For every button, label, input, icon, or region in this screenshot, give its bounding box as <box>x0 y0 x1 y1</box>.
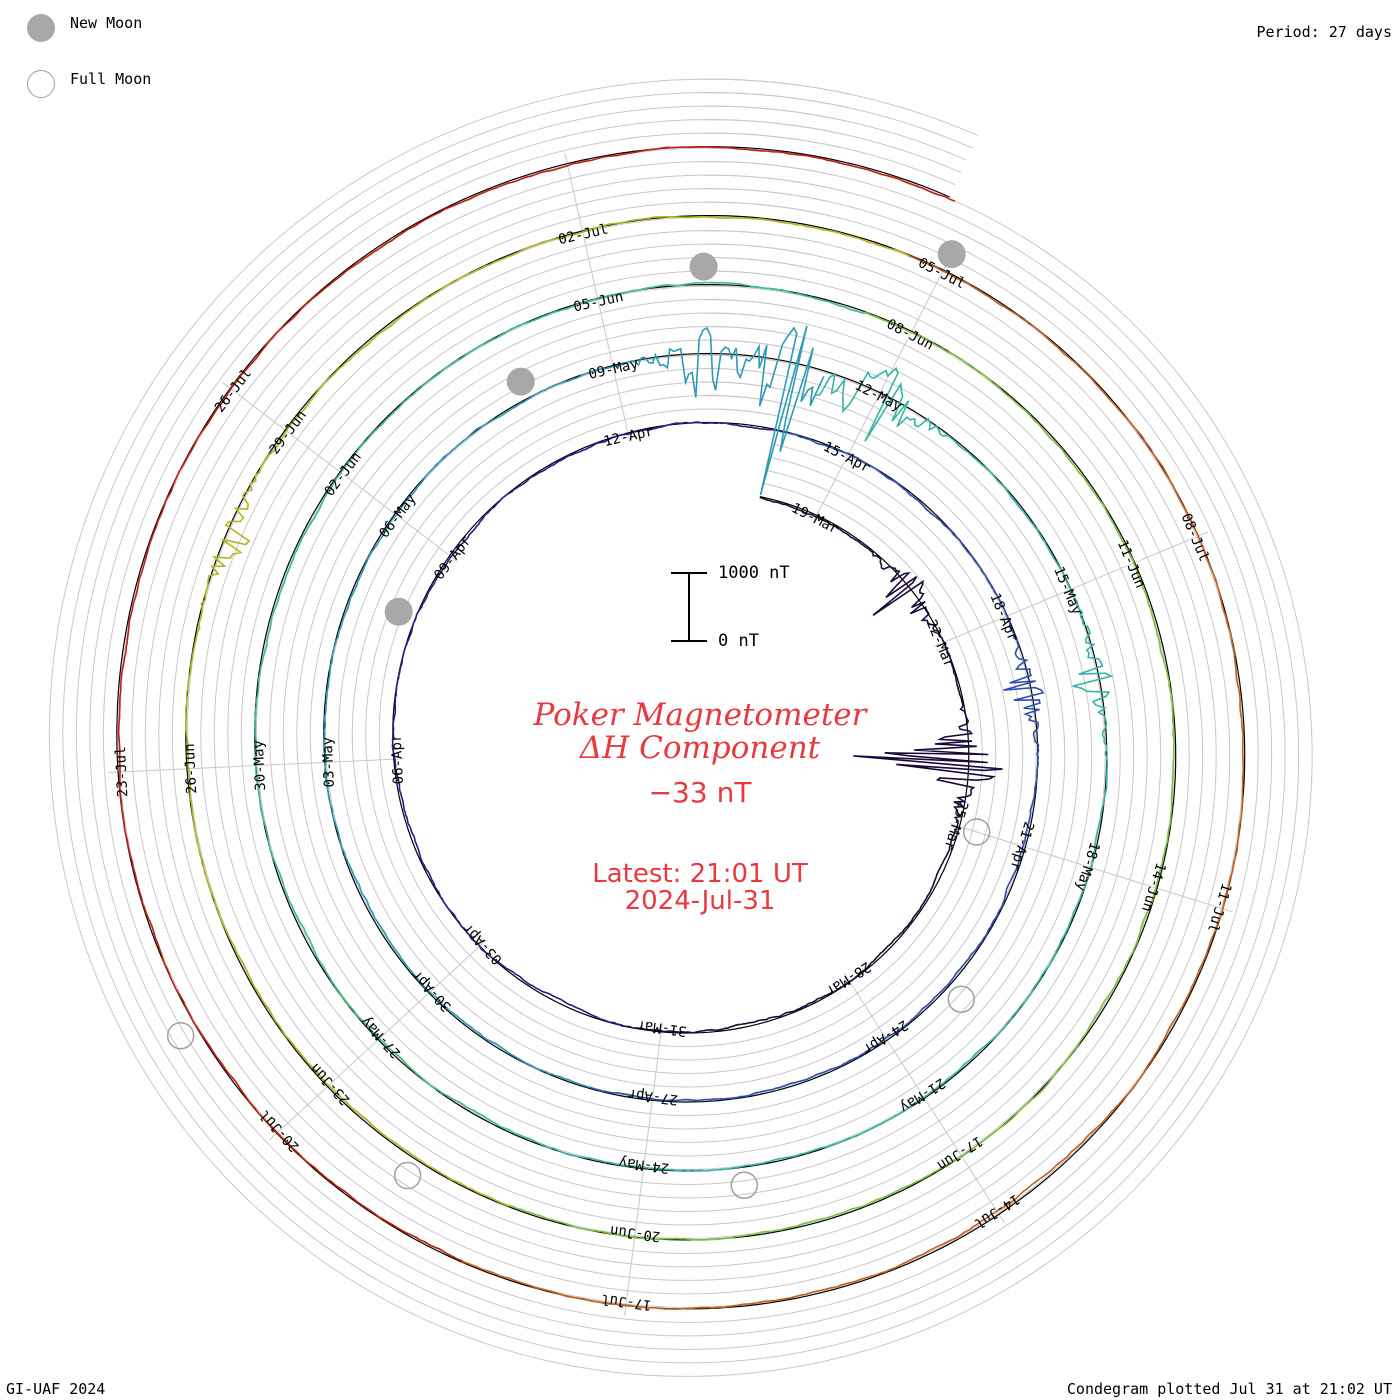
date-tick-label: 08-Jun <box>884 316 936 353</box>
dh-trace-series <box>391 421 791 1026</box>
date-tick-label: 06-Apr <box>389 733 407 784</box>
date-tick-label: 24-May <box>618 1154 670 1176</box>
full-moon-icon <box>962 818 991 846</box>
footer-plotted: Condegram plotted Jul 31 at 21:02 UT <box>1066 1380 1392 1398</box>
grid-line <box>705 119 962 173</box>
grid-line <box>282 312 1079 1144</box>
grid-line <box>240 270 1121 1186</box>
date-tick-label: 29-Jun <box>267 408 310 458</box>
new-moon-icon <box>384 597 413 626</box>
full-moon-icon <box>166 1021 195 1050</box>
grid-line <box>705 78 978 137</box>
date-tick-label: 12-Apr <box>602 423 655 450</box>
date-tick-label: 03-Apr <box>460 920 506 968</box>
date-tick-label: 27-Apr <box>627 1085 679 1107</box>
date-tick-label: 28-Mar <box>822 958 873 999</box>
date-tick-label: 09-Apr <box>431 533 474 583</box>
date-tick-label: 09-May <box>587 356 640 383</box>
date-tick-label: 26-Jun <box>182 743 200 794</box>
label-layer: 19-Mar22-Mar25-Mar28-Mar31-Mar03-Apr06-A… <box>113 221 1234 1312</box>
latest-time: Latest: 21:01 UT <box>592 859 808 889</box>
date-tick-label: 02-Jun <box>322 449 365 499</box>
date-tick-label: 26-Jul <box>212 366 255 416</box>
latest-date: 2024-Jul-31 <box>624 886 776 916</box>
date-tick-label: 15-Apr <box>820 439 872 476</box>
grid-line <box>351 381 1010 1075</box>
date-tick-label: 21-May <box>897 1075 948 1116</box>
grid-line <box>269 299 1093 1157</box>
dh-trace-series <box>588 432 1045 1102</box>
grid-line <box>200 230 1162 1226</box>
grid-line <box>296 326 1066 1130</box>
date-tick-label: 30-May <box>251 740 269 791</box>
chart-subtitle: ΔH Component <box>579 730 821 766</box>
footer-credit: GI-UAF 2024 <box>6 1380 106 1398</box>
grid-line <box>309 339 1052 1117</box>
date-tick-label: 12-May <box>852 378 904 415</box>
baseline-spiral <box>116 145 1246 1310</box>
dh-trace-series <box>508 311 1175 1241</box>
full-moon-icon <box>393 1161 422 1190</box>
date-tick-label: 14-Jul <box>971 1191 1022 1232</box>
grid-line <box>62 92 1300 1364</box>
dh-trace-series <box>460 254 1245 1311</box>
grid-line <box>171 201 1190 1254</box>
scale-bar <box>671 572 707 642</box>
date-tick-label: 05-Jun <box>572 289 625 316</box>
full-moon-legend-label: Full Moon <box>70 70 152 88</box>
grid-line <box>158 188 1204 1268</box>
period-label: Period: 27 days <box>1256 23 1392 41</box>
full-moon-icon <box>730 1171 759 1199</box>
date-tick-label: 31-Mar <box>635 1017 687 1039</box>
full-moon-legend-icon <box>27 70 55 98</box>
new-moon-icon <box>689 252 718 281</box>
grid-line <box>705 92 973 149</box>
scale-bottom-label: 0 nT <box>718 631 759 651</box>
grid-line <box>227 257 1135 1199</box>
date-tick-label: 17-Jul <box>600 1291 652 1313</box>
date-tick-label: 02-Jul <box>557 221 610 248</box>
date-tick-label: 20-Jun <box>609 1222 661 1244</box>
grid-layer <box>48 78 1313 1377</box>
grid-line <box>75 105 1286 1350</box>
trace-layer <box>117 145 1245 1311</box>
dh-trace-series <box>551 366 1114 1172</box>
grid-line <box>102 132 1259 1323</box>
date-tick-label: 24-Apr <box>859 1016 910 1057</box>
baseline-layer <box>116 145 1246 1310</box>
grid-line <box>48 78 1313 1377</box>
dh-trace-series <box>323 325 825 1089</box>
grid-line <box>144 174 1217 1281</box>
date-tick-label: 22-Mar <box>923 618 957 671</box>
date-tick-label: 03-May <box>320 737 338 788</box>
dh-trace-series <box>254 281 866 1150</box>
new-moon-icon <box>506 367 535 396</box>
grid-line <box>705 132 956 186</box>
current-value: −33 nT <box>648 776 752 809</box>
dh-trace-series <box>184 215 911 1207</box>
new-moon-icon <box>937 240 966 269</box>
grid-line <box>89 119 1273 1337</box>
moon-layer <box>166 240 991 1199</box>
grid-line <box>365 394 997 1061</box>
grid-line <box>378 408 983 1048</box>
full-moon-icon <box>947 985 976 1013</box>
dh-trace-series <box>117 145 956 1262</box>
grid-line <box>213 243 1148 1212</box>
scale-top-label: 1000 nT <box>718 563 790 583</box>
new-moon-legend-label: New Moon <box>70 14 143 32</box>
dh-trace-series <box>620 496 1003 1034</box>
grid-line <box>705 105 967 161</box>
date-tick-label: 06-May <box>376 491 419 541</box>
date-tick-label: 19-Mar <box>789 500 841 537</box>
date-tick-label: 17-Jun <box>934 1132 985 1173</box>
new-moon-legend-icon <box>27 14 55 42</box>
chart-title: Poker Magnetometer <box>533 697 867 733</box>
date-tick-label: 23-Jul <box>113 746 131 797</box>
grid-line <box>338 367 1024 1088</box>
grid-line <box>131 161 1231 1295</box>
